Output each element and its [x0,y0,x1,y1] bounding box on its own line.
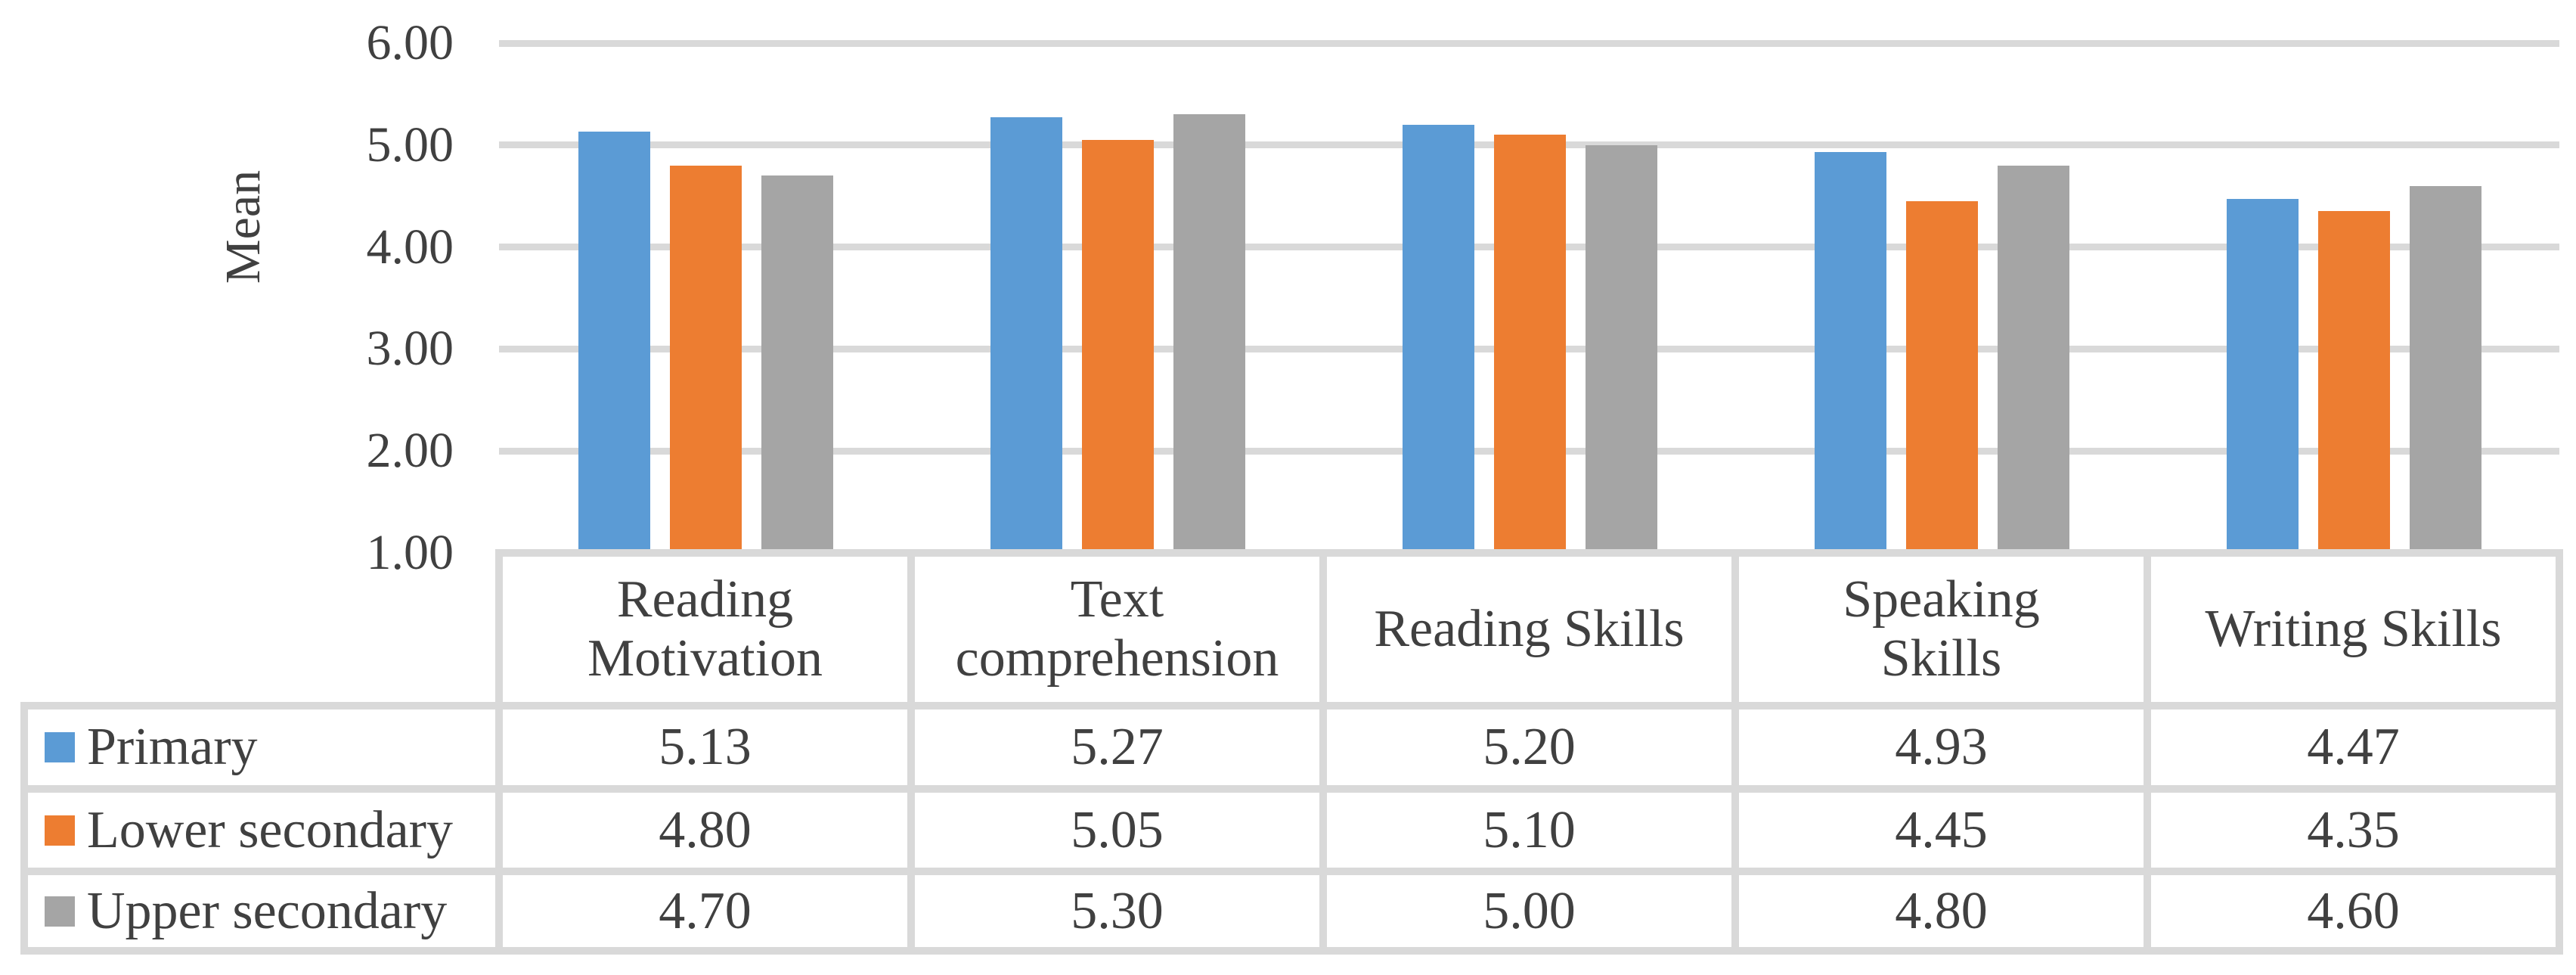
legend-swatch-lower-secondary [45,815,75,846]
value-primary-writing-skills: 4.47 [2307,718,2400,776]
table-border-header-top [499,549,2559,557]
bar-primary-reading-motivation [578,132,650,553]
bar-lower-secondary-reading-skills [1493,135,1566,553]
table-header-reading-skills: Reading Skills [1327,557,1731,702]
table-header-speaking-skills: Speaking Skills [1739,557,2144,702]
table-header-line: Speaking [1843,570,2040,629]
bar-lower-secondary-speaking-skills [1905,200,1978,553]
table-header-line: comprehension [955,629,1279,688]
y-tick-3.00: 3.00 [366,321,454,377]
bar-upper-secondary-reading-motivation [761,175,833,553]
bar-upper-secondary-text-comprehension [1173,114,1245,553]
legend-primary: Primary [28,710,495,785]
table-border-row-2 [24,785,2559,793]
legend-swatch-primary [45,732,75,762]
table-border-col-3 [1731,549,1739,955]
value-lower-secondary-reading-skills: 5.10 [1483,800,1576,859]
value-primary-reading-motivation: 5.13 [659,718,752,776]
table-header-writing-skills: Writing Skills [2151,557,2556,702]
value-upper-secondary-reading-motivation: 4.70 [659,881,752,940]
value-lower-secondary-writing-skills: 4.35 [2307,800,2400,859]
table-border-row-1 [24,702,2559,710]
table-border-left [20,702,28,955]
table-border-col-5 [2556,549,2563,955]
value-primary-text-comprehension: 5.27 [1071,718,1164,776]
value-primary-reading-skills: 5.20 [1483,718,1576,776]
legend-lower-secondary: Lower secondary [28,793,495,868]
table-border-row-3 [24,868,2559,875]
legend-label-upper-secondary: Upper secondary [87,881,448,940]
table-header-line: Reading [616,570,794,629]
bar-upper-secondary-writing-skills [2409,185,2481,553]
bar-primary-text-comprehension [990,117,1062,553]
value-lower-secondary-reading-motivation: 4.80 [659,800,752,859]
bar-lower-secondary-reading-motivation [669,165,742,553]
y-tick-1.00: 1.00 [366,525,454,580]
table-border-col-2 [1319,549,1327,955]
table-header-line: Text [1070,570,1164,629]
bar-primary-reading-skills [1402,124,1474,553]
legend-upper-secondary: Upper secondary [28,875,495,947]
legend-swatch-upper-secondary [45,896,75,927]
bar-lower-secondary-writing-skills [2317,211,2390,553]
value-upper-secondary-speaking-skills: 4.80 [1895,881,1988,940]
value-upper-secondary-text-comprehension: 5.30 [1071,881,1164,940]
bar-lower-secondary-text-comprehension [1081,140,1154,553]
table-border-col-0 [495,549,503,955]
table-header-reading-motivation: Reading Motivation [503,557,907,702]
table-header-line: Reading Skills [1374,599,1685,658]
table-border-col-4 [2144,549,2151,955]
y-tick-4.00: 4.00 [366,219,454,275]
y-tick-5.00: 5.00 [366,116,454,172]
gridline-6.00 [499,39,2559,47]
table-header-text-comprehension: Text comprehension [915,557,1319,702]
value-primary-speaking-skills: 4.93 [1895,718,1988,776]
value-upper-secondary-writing-skills: 4.60 [2307,881,2400,940]
value-lower-secondary-speaking-skills: 4.45 [1895,800,1988,859]
table-border-col-1 [907,549,915,955]
legend-label-lower-secondary: Lower secondary [87,800,453,859]
y-tick-2.00: 2.00 [366,423,454,479]
table-border-row-4 [24,947,2559,955]
table-header-line: Motivation [587,629,823,688]
value-lower-secondary-text-comprehension: 5.05 [1071,800,1164,859]
bar-upper-secondary-reading-skills [1585,144,1657,553]
table-header-line: Skills [1880,629,2002,688]
bar-primary-speaking-skills [1814,152,1886,553]
value-upper-secondary-reading-skills: 5.00 [1483,881,1576,940]
legend-label-primary: Primary [87,718,258,776]
bar-upper-secondary-speaking-skills [1997,165,2069,553]
y-tick-6.00: 6.00 [366,15,454,70]
table-header-line: Writing Skills [2205,599,2502,658]
bar-primary-writing-skills [2226,199,2299,553]
